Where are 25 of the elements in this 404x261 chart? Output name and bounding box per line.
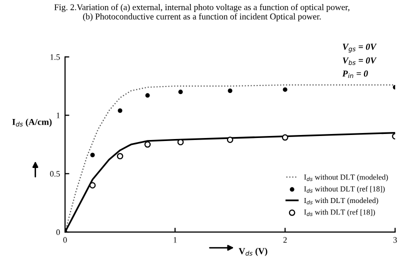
point (282, 134, 288, 141)
point (282, 87, 288, 92)
point (145, 93, 150, 98)
chart-title: Fig. 2.Variation of (a) external, internal photo voltage as a function of optical power, (b) Photoconductive current as a function of incident Optical power. (54, 4, 350, 22)
y-tick-label: 1 (56, 112, 60, 118)
text: V$_{gs}$ = 0V (342, 44, 377, 53)
point (90, 152, 95, 158)
point (118, 108, 122, 113)
annotation: P$_{in}$ = 0 (342, 70, 368, 78)
x-tick-label: 1 (174, 237, 177, 243)
x-tick-label: 2 (283, 237, 287, 243)
y-tick-label: 0.5 (50, 171, 60, 177)
x-tick-label: 3 (393, 237, 397, 243)
annotation: V$_{bs}$ = 0V (342, 57, 377, 65)
point (226, 136, 234, 143)
point (144, 141, 151, 148)
point (178, 90, 183, 94)
y-tick-label: 0 (56, 229, 60, 235)
y-axis-title: I$_{ds}$ (A/cm) (12, 118, 52, 127)
x-axis-title: V$_{ds}$ (V) (238, 248, 268, 256)
y-tick-label: 1.5 (50, 54, 60, 60)
point (228, 88, 232, 94)
x-tick-label: 0 (63, 237, 67, 243)
point (89, 182, 96, 188)
point (116, 152, 124, 160)
